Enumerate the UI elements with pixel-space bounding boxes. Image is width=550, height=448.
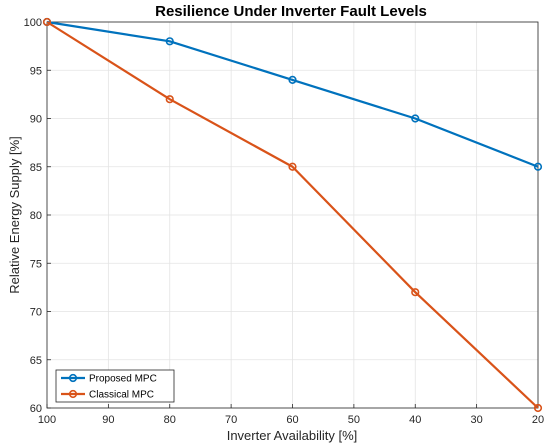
y-tick-label: 75 (30, 258, 42, 270)
y-axis: 60 65 70 75 80 85 90 95 100 (24, 17, 51, 415)
proposed-mpc-data-point (288, 75, 297, 84)
y-tick-label: 80 (30, 210, 42, 222)
classical-mpc-series-line (46, 21, 539, 409)
y-tick-label: 65 (30, 355, 42, 367)
classical-mpc-data-point (411, 288, 420, 297)
classical-mpc-data-point (533, 403, 543, 413)
x-tick-label: 90 (102, 414, 114, 426)
y-tick-label: 100 (24, 17, 42, 29)
proposed-mpc-data-point (411, 114, 420, 123)
x-tick-label: 60 (286, 414, 298, 426)
classical-mpc-data-point (288, 162, 297, 171)
classical-mpc-data-point (165, 95, 174, 104)
x-tick-label: 40 (409, 414, 421, 426)
legend-swatch-marker (68, 389, 78, 399)
x-tick-label: 30 (471, 414, 483, 426)
classical-mpc-data-point (42, 17, 52, 27)
proposed-mpc-data-point (533, 162, 543, 171)
proposed-mpc-series-line (46, 20, 539, 168)
x-axis: 100 90 80 70 60 50 40 30 20 (38, 404, 544, 426)
x-tick-label: 100 (38, 414, 56, 426)
proposed-mpc-data-point (165, 37, 174, 46)
y-tick-label: 70 (30, 307, 42, 319)
legend: Proposed MPC Classical MPC (55, 369, 175, 403)
y-tick-label: 95 (30, 65, 42, 77)
chart-title: Resilience Under Inverter Fault Levels (155, 3, 427, 20)
x-tick-label: 50 (348, 414, 360, 426)
x-tick-label: 80 (164, 414, 176, 426)
legend-entry-label: Proposed MPC (89, 374, 157, 385)
x-tick-label: 20 (532, 414, 544, 426)
series-group (42, 17, 543, 413)
x-tick-label: 70 (225, 414, 237, 426)
y-tick-label: 60 (30, 403, 42, 415)
y-tick-label: 85 (30, 162, 42, 174)
x-axis-label: Inverter Availability [%] (227, 428, 358, 443)
y-axis-label: Relative Energy Supply [%] (7, 136, 22, 294)
y-tick-label: 90 (30, 114, 42, 126)
legend-swatch-marker (68, 373, 78, 383)
legend-entry-label: Classical MPC (89, 390, 154, 401)
